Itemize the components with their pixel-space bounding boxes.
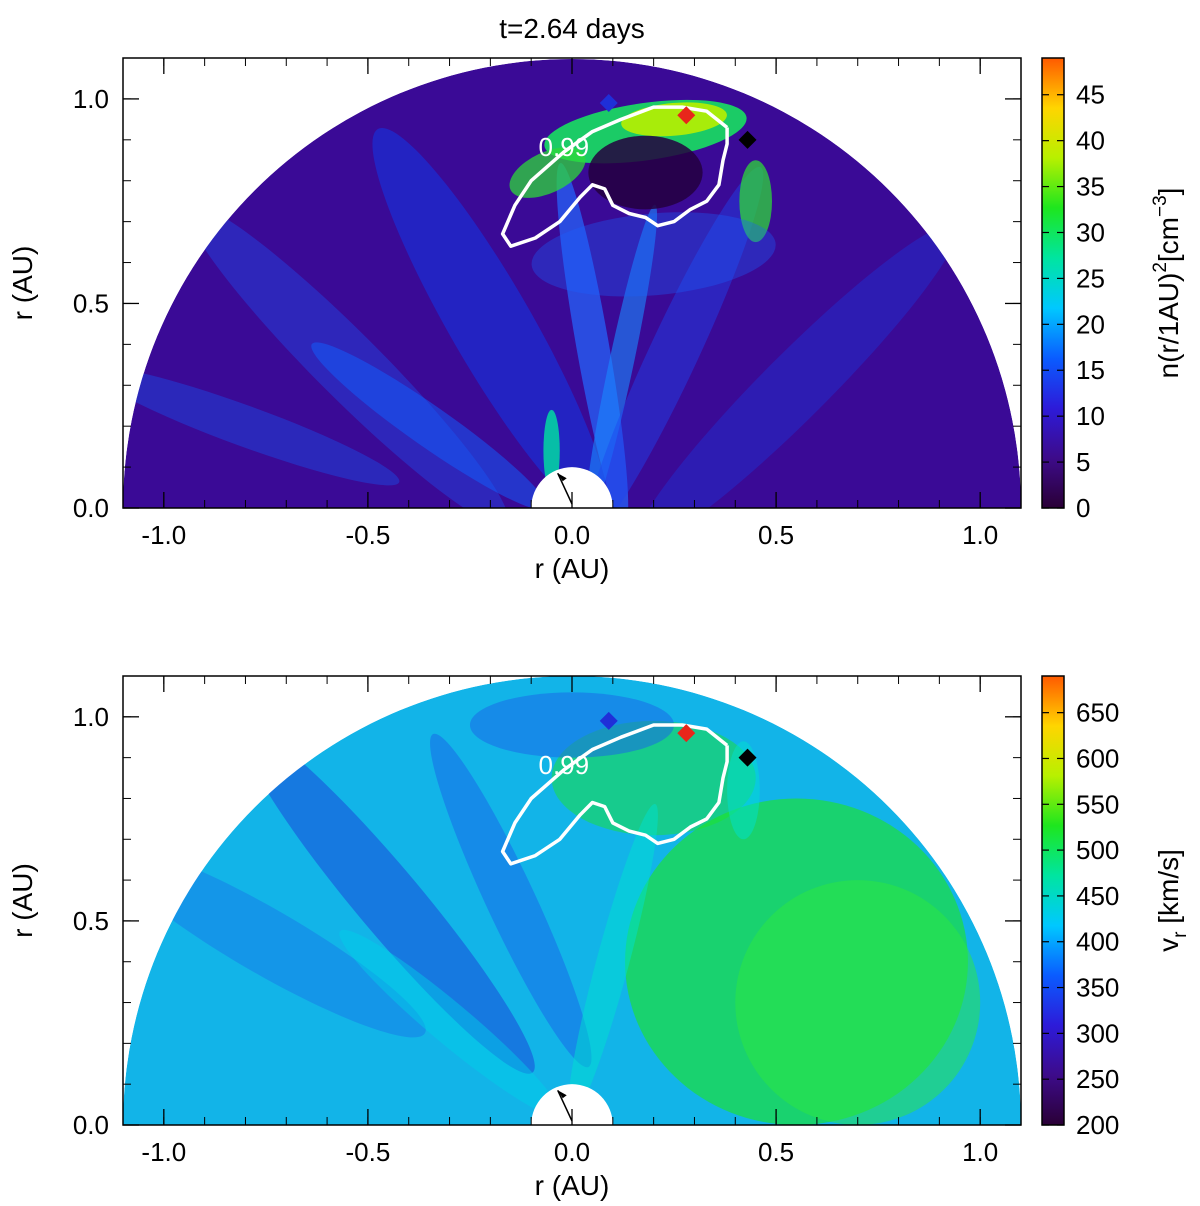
field-feature — [739, 160, 773, 243]
contour-line — [500, 105, 729, 248]
field-feature — [531, 212, 776, 297]
field-feature — [735, 880, 981, 1125]
colorbar-tick-label: 300 — [1076, 1018, 1119, 1048]
colorbar-tick-label: 5 — [1076, 447, 1090, 477]
field-feature — [588, 135, 703, 210]
arrow-head-icon — [557, 473, 567, 482]
direction-arrow — [557, 472, 573, 505]
marker-black — [738, 130, 757, 149]
colorbar — [1041, 675, 1065, 1126]
y-tick-label: 1.0 — [73, 702, 109, 732]
marker-blue — [599, 711, 618, 730]
field-feature — [584, 204, 658, 508]
colorbar-tick-label: 450 — [1076, 881, 1119, 911]
arrow-head-icon — [557, 1090, 567, 1099]
x-tick-label: 0.5 — [758, 1137, 794, 1167]
contour-label: 0.99 — [539, 132, 590, 162]
x-tick-label: -1.0 — [141, 520, 186, 550]
field-feature — [727, 741, 760, 840]
colorbar-tick-label: 10 — [1076, 401, 1105, 431]
field-feature — [469, 692, 675, 758]
x-tick-label: -1.0 — [141, 1137, 186, 1167]
field-feature — [241, 727, 535, 1074]
x-tick-label: -0.5 — [346, 520, 391, 550]
marker-red — [677, 724, 696, 743]
heatmap-field — [123, 676, 1021, 1125]
marker-red — [677, 106, 696, 125]
colorbar-tick-label: 550 — [1076, 789, 1119, 819]
y-axis-label: r (AU) — [7, 246, 38, 321]
colorbar-tick-label: 400 — [1076, 927, 1119, 957]
colorbar-tick-label: 0 — [1076, 493, 1090, 523]
x-tick-label: 1.0 — [962, 520, 998, 550]
contour-label: 0.99 — [539, 750, 590, 780]
y-tick-label: 0.5 — [73, 906, 109, 936]
y-tick-label: 0.0 — [73, 1110, 109, 1140]
heatmap-field — [123, 59, 1021, 508]
inner-boundary — [531, 1084, 613, 1125]
contour-line — [500, 723, 729, 866]
colorbar-tick-label: 200 — [1076, 1110, 1119, 1140]
colorbar-tick-label: 250 — [1076, 1064, 1119, 1094]
field-feature — [584, 166, 764, 508]
colorbar-label: vr [km/s] — [1153, 849, 1191, 952]
y-axis-label: r (AU) — [7, 863, 38, 938]
y-tick-label: 0.0 — [73, 493, 109, 523]
x-tick-label: 0.0 — [554, 1137, 590, 1167]
colorbar-label: n(r/1AU)2[cm−3] — [1150, 188, 1184, 379]
y-tick-label: 0.5 — [73, 288, 109, 318]
y-tick-label: 1.0 — [73, 84, 109, 114]
marker-blue — [599, 94, 618, 112]
colorbar-tick-label: 35 — [1076, 172, 1105, 202]
field-feature — [567, 803, 658, 1120]
x-axis-label: r (AU) — [535, 1170, 610, 1201]
colorbar-tick-label: 15 — [1076, 355, 1105, 385]
marker-black — [738, 748, 757, 767]
density-panel: 0.99 -1.0 -0.5 0.0 0.5 1.0 0.0 0.5 1.0 r (AU) r (A… — [7, 57, 1184, 584]
colorbar-tick-label: 20 — [1076, 309, 1105, 339]
field-feature — [635, 224, 958, 508]
colorbar-tick-label: 500 — [1076, 835, 1119, 865]
x-tick-label: 0.0 — [554, 520, 590, 550]
x-tick-label: 1.0 — [962, 1137, 998, 1167]
field-feature — [311, 342, 548, 508]
velocity-panel: 0.99 -1.0 -0.5 0.0 0.5 1.0 0.0 0.5 1.0 r (AU) r (A… — [7, 675, 1191, 1201]
colorbar-tick-label: 45 — [1076, 80, 1105, 110]
field-feature — [123, 367, 400, 486]
colorbar-tick-label: 350 — [1076, 973, 1119, 1003]
x-tick-label: -0.5 — [346, 1137, 391, 1167]
x-axis-label: r (AU) — [535, 553, 610, 584]
field-feature — [430, 733, 592, 1068]
figure-title: t=2.64 days — [499, 13, 645, 44]
colorbar-tick-label: 25 — [1076, 263, 1105, 293]
inner-boundary — [531, 467, 613, 508]
colorbar-tick-label: 40 — [1076, 126, 1105, 156]
colorbar-tick-label: 600 — [1076, 743, 1119, 773]
colorbar-tick-label: 30 — [1076, 217, 1105, 247]
colorbar — [1041, 57, 1065, 509]
field-feature — [339, 929, 560, 1117]
colorbar-tick-label: 650 — [1076, 698, 1119, 728]
direction-arrow — [557, 1089, 573, 1122]
x-tick-label: 0.5 — [758, 520, 794, 550]
